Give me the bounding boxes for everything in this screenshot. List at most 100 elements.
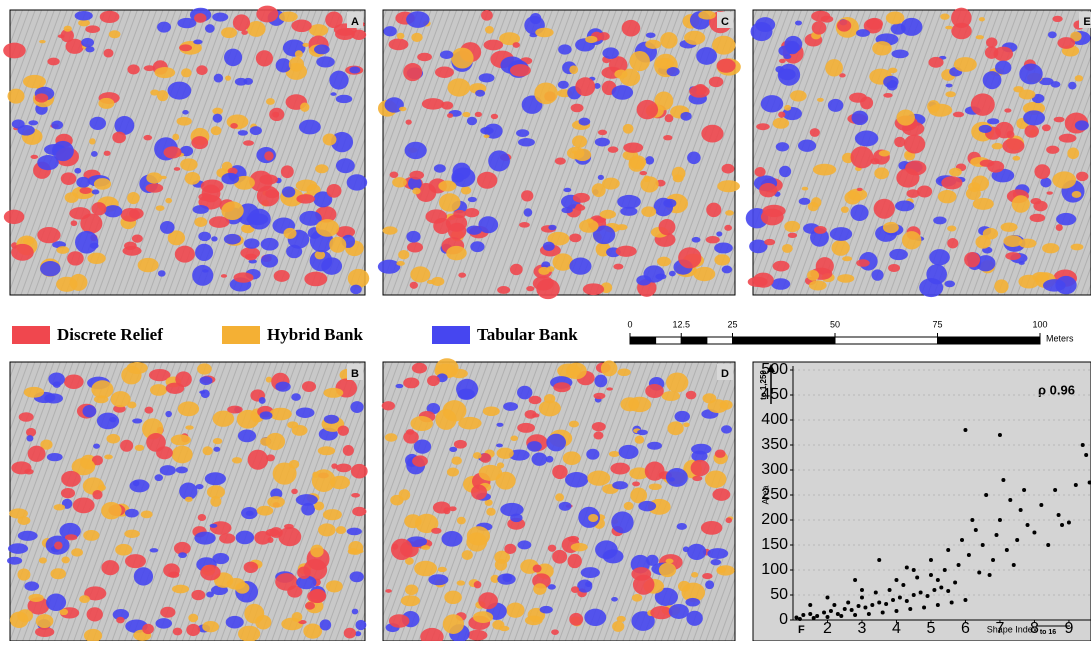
feature-blob <box>112 132 126 144</box>
feature-blob <box>211 236 217 241</box>
feature-blob <box>917 186 932 198</box>
feature-blob <box>643 175 650 182</box>
feature-blob <box>592 422 606 431</box>
feature-blob <box>324 415 339 424</box>
feature-blob <box>166 383 185 394</box>
feature-blob <box>825 59 843 76</box>
feature-blob <box>411 33 422 42</box>
point <box>832 603 836 607</box>
feature-blob <box>398 250 409 259</box>
point <box>888 588 892 592</box>
point <box>860 588 864 592</box>
feature-blob <box>399 489 411 500</box>
feature-blob <box>350 571 364 582</box>
point <box>1053 488 1057 492</box>
point <box>846 601 850 605</box>
feature-blob <box>350 401 363 413</box>
feature-blob <box>945 26 952 30</box>
feature-blob <box>645 384 664 398</box>
feature-blob <box>687 151 701 164</box>
feature-blob <box>385 589 391 593</box>
feature-blob <box>405 142 427 159</box>
feature-blob <box>790 90 807 101</box>
feature-blob <box>552 550 567 564</box>
point <box>929 558 933 562</box>
point <box>905 599 909 603</box>
feature-blob <box>133 480 139 486</box>
feature-blob <box>645 461 665 480</box>
feature-blob <box>722 164 735 174</box>
feature-blob <box>496 423 503 427</box>
feature-blob <box>966 187 981 200</box>
feature-blob <box>289 57 304 72</box>
feature-blob <box>172 446 193 464</box>
feature-blob <box>275 573 298 591</box>
scale-segment <box>938 337 1041 344</box>
point <box>894 578 898 582</box>
feature-blob <box>947 225 956 231</box>
feature-blob <box>403 63 422 81</box>
feature-blob <box>637 100 659 119</box>
point <box>1022 488 1026 492</box>
point <box>998 518 1002 522</box>
point <box>1060 523 1064 527</box>
feature-blob <box>115 544 132 556</box>
feature-blob <box>663 135 672 140</box>
feature-blob <box>987 118 999 124</box>
feature-blob <box>640 171 647 175</box>
feature-blob <box>1058 37 1076 49</box>
point <box>1012 563 1016 567</box>
feature-blob <box>192 265 213 286</box>
feature-blob <box>678 581 690 592</box>
feature-blob <box>547 266 555 272</box>
point <box>929 573 933 577</box>
point <box>994 533 998 537</box>
feature-blob <box>643 265 664 282</box>
feature-blob <box>759 183 777 197</box>
feature-blob <box>179 44 192 51</box>
feature-blob <box>226 616 244 629</box>
feature-blob <box>101 560 119 575</box>
point <box>853 578 857 582</box>
feature-blob <box>872 41 891 55</box>
feature-blob <box>397 33 405 39</box>
feature-blob <box>18 516 31 525</box>
feature-blob <box>641 206 656 217</box>
feature-blob <box>897 110 915 126</box>
feature-blob <box>23 237 34 245</box>
feature-blob <box>830 227 852 241</box>
point <box>946 548 950 552</box>
feature-blob <box>488 150 510 171</box>
feature-blob <box>510 514 522 523</box>
point <box>1026 523 1030 527</box>
feature-blob <box>1033 201 1047 212</box>
point <box>1001 478 1005 482</box>
feature-blob <box>568 554 582 568</box>
feature-blob <box>259 397 266 404</box>
feature-blob <box>94 395 108 403</box>
feature-blob <box>175 246 195 263</box>
feature-blob <box>1012 195 1030 213</box>
point <box>912 568 916 572</box>
feature-blob <box>976 35 984 39</box>
scale-bar: 012.5255075100Meters <box>627 319 1074 344</box>
feature-blob <box>559 502 572 511</box>
feature-blob <box>91 151 98 157</box>
feature-blob <box>609 451 620 457</box>
feature-blob <box>329 237 346 253</box>
feature-blob <box>213 447 220 452</box>
feature-blob <box>773 118 789 129</box>
x-tick-label: 8 <box>1030 620 1039 637</box>
feature-blob <box>947 238 958 248</box>
feature-blob <box>851 146 874 168</box>
feature-blob <box>506 603 524 618</box>
feature-blob <box>855 131 878 147</box>
feature-blob <box>706 203 721 218</box>
feature-blob <box>906 152 912 157</box>
feature-blob <box>883 93 892 98</box>
feature-blob <box>524 208 533 216</box>
point <box>894 609 898 613</box>
point <box>801 613 805 617</box>
feature-blob <box>691 444 711 455</box>
feature-blob <box>811 197 821 207</box>
